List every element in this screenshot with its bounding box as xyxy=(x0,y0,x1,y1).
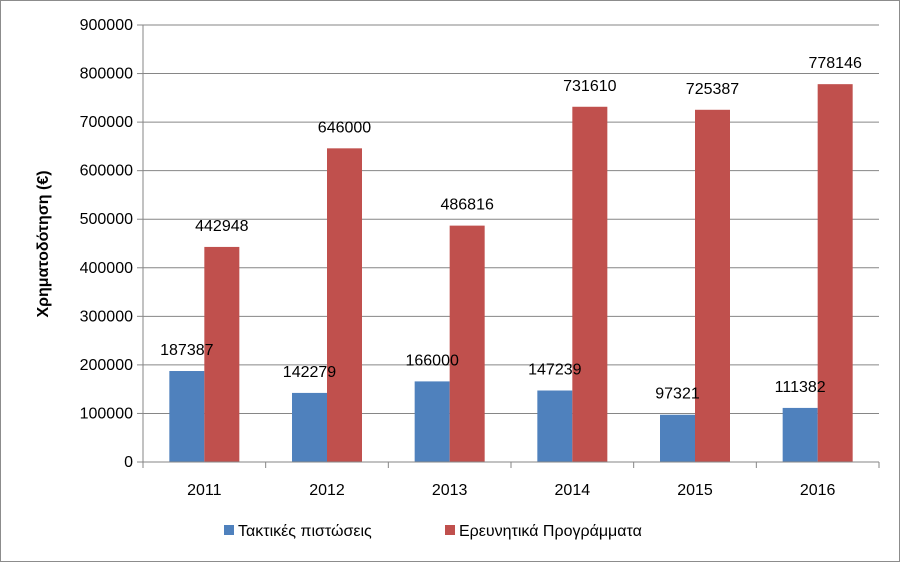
bar xyxy=(169,371,205,462)
data-label: 147239 xyxy=(528,362,581,379)
legend: Τακτικές πιστώσεις Ερευνητικά Προγράμματα xyxy=(224,523,642,540)
bar xyxy=(449,225,485,462)
bar xyxy=(782,407,818,462)
bar xyxy=(292,392,327,462)
data-label: 142279 xyxy=(283,364,336,381)
y-tick-label: 0 xyxy=(124,454,133,471)
y-tick-label: 500000 xyxy=(80,211,133,228)
x-tick-label: 2012 xyxy=(309,482,345,499)
legend-label: Ερευνητικά Προγράμματα xyxy=(459,523,642,540)
data-labels: 187387 442948 142279 646000 166000 486816 1472… xyxy=(160,55,862,403)
y-tick-labels: 0 100000 200000 300000 400000 500000 600000 700… xyxy=(80,17,133,471)
legend-label: Τακτικές πιστώσεις xyxy=(238,523,372,540)
bar xyxy=(327,148,362,462)
bar xyxy=(414,381,450,462)
y-tick-label: 300000 xyxy=(80,308,133,325)
bars xyxy=(169,84,853,463)
y-tick-label: 700000 xyxy=(80,114,133,131)
bar xyxy=(817,84,853,463)
data-label: 187387 xyxy=(160,342,213,359)
y-axis-label: Χρηματοδότηση (€) xyxy=(35,170,52,317)
data-label: 166000 xyxy=(405,352,458,369)
x-tick-label: 2015 xyxy=(677,482,713,499)
y-tick-label: 400000 xyxy=(80,260,133,277)
bar xyxy=(537,390,573,462)
bar xyxy=(695,109,730,463)
x-tick-label: 2014 xyxy=(555,482,591,499)
data-label: 725387 xyxy=(686,81,739,98)
x-tick-label: 2013 xyxy=(432,482,468,499)
y-tick-label: 200000 xyxy=(80,357,133,374)
y-tick-label: 900000 xyxy=(80,17,133,34)
data-label: 646000 xyxy=(318,119,371,136)
x-tick-labels: 2011 2012 2013 2014 2015 2016 xyxy=(187,482,835,499)
y-tick-label: 800000 xyxy=(80,66,133,83)
data-label: 486816 xyxy=(440,197,493,214)
legend-swatch xyxy=(445,525,455,535)
legend-swatch xyxy=(224,525,234,535)
data-label: 111382 xyxy=(775,379,826,396)
y-tick-label: 600000 xyxy=(80,163,133,180)
x-tick-label: 2011 xyxy=(187,482,222,499)
data-label: 778146 xyxy=(808,55,861,72)
data-label: 97321 xyxy=(655,386,700,403)
axes xyxy=(137,24,880,468)
bar xyxy=(572,106,608,463)
y-tick-label: 100000 xyxy=(80,405,133,422)
data-label: 731610 xyxy=(563,78,616,95)
bar xyxy=(660,414,695,462)
x-tick-label: 2016 xyxy=(800,482,836,499)
data-label: 442948 xyxy=(195,218,248,235)
gridlines xyxy=(143,24,879,414)
bar xyxy=(204,246,240,462)
